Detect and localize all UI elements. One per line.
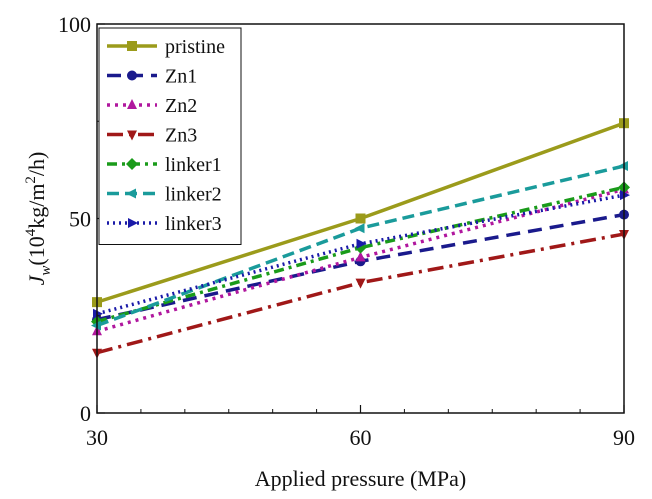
data-point-Zn3 bbox=[355, 278, 366, 289]
tick-labels: 30 60 90 0 50 100 bbox=[58, 12, 635, 450]
y-axis-unit-end: /h) bbox=[24, 152, 49, 176]
legend-label: pristine bbox=[165, 36, 225, 58]
y-axis-unit-mid: kg/m bbox=[24, 184, 49, 229]
legend-entry-Zn2: Zn2 bbox=[107, 95, 197, 117]
legend-label: linker1 bbox=[165, 154, 222, 176]
legend-entry-pristine: pristine bbox=[107, 36, 225, 58]
y-tick-label: 50 bbox=[69, 207, 91, 232]
legend-label: Zn1 bbox=[165, 66, 197, 88]
y-axis-subscript: w bbox=[38, 266, 54, 276]
legend-entry-Zn1: Zn1 bbox=[107, 66, 197, 88]
legend-label: Zn3 bbox=[165, 125, 197, 147]
x-axis-title: Applied pressure (MPa) bbox=[255, 466, 466, 491]
y-axis-title: Jw(104kg/m2/h) bbox=[23, 152, 54, 286]
legend-label: linker3 bbox=[165, 213, 222, 235]
legend-marker bbox=[128, 218, 138, 228]
y-axis-open: ( bbox=[24, 258, 49, 265]
data-point-Zn2 bbox=[355, 251, 366, 262]
legend-marker bbox=[127, 70, 137, 81]
x-tick-label: 60 bbox=[350, 425, 372, 450]
y-axis-symbol: J bbox=[24, 274, 49, 285]
legend-marker bbox=[126, 188, 136, 199]
y-tick-label: 0 bbox=[80, 401, 91, 426]
legend-entry-linker1: linker1 bbox=[107, 154, 222, 176]
data-point-linker3 bbox=[356, 238, 367, 249]
legend-entry-linker2: linker2 bbox=[107, 184, 222, 206]
y-axis-unit-exp: 2 bbox=[23, 176, 39, 184]
series-layer bbox=[91, 118, 630, 359]
data-point-linker2 bbox=[91, 320, 101, 331]
legend: pristine Zn1 Zn2 Zn3 linker1 linker2 linker3 bbox=[98, 27, 242, 245]
y-axis-exp: 4 bbox=[23, 228, 39, 236]
legend-label: Zn2 bbox=[165, 95, 197, 117]
data-point-linker3 bbox=[93, 308, 103, 319]
legend-marker bbox=[126, 158, 138, 170]
legend-label: linker2 bbox=[165, 184, 222, 206]
x-tick-label: 90 bbox=[613, 425, 635, 450]
series-linker3 bbox=[93, 190, 630, 319]
legend-entry-Zn3: Zn3 bbox=[107, 125, 197, 147]
y-tick-label: 100 bbox=[58, 12, 91, 37]
legend-marker bbox=[127, 99, 137, 109]
data-point-linker2 bbox=[354, 223, 365, 234]
legend-entry-linker3: linker3 bbox=[107, 213, 222, 235]
data-point-linker3 bbox=[620, 190, 630, 201]
legend-marker bbox=[127, 130, 137, 141]
series-line-linker1 bbox=[96, 185, 625, 324]
y-axis-exp-base: 10 bbox=[24, 236, 49, 258]
data-point-pristine bbox=[355, 213, 366, 224]
series-linker2 bbox=[91, 160, 628, 331]
series-line-linker3 bbox=[96, 193, 625, 316]
data-point-linker2 bbox=[618, 160, 628, 171]
legend-marker bbox=[127, 41, 137, 51]
x-tick-label: 30 bbox=[86, 425, 108, 450]
